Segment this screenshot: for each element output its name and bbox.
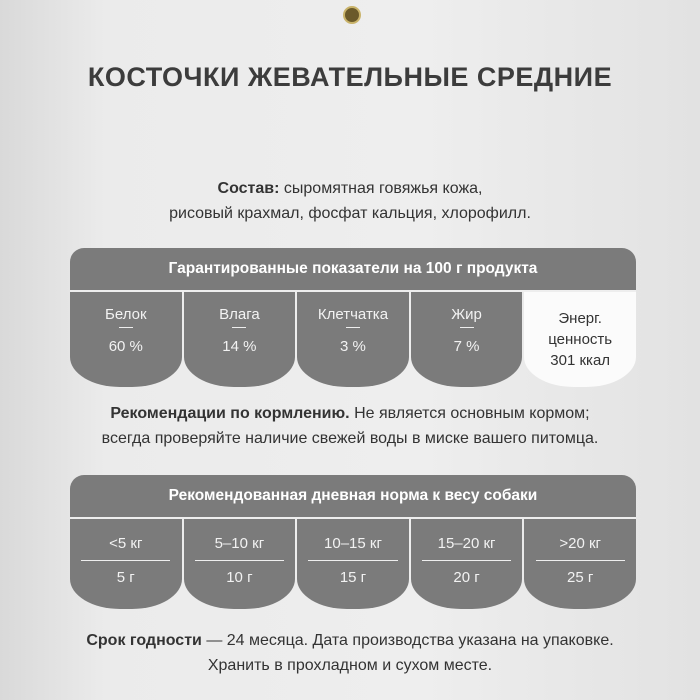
- nutrient-value: 60 %: [108, 338, 143, 355]
- energy-value: 301 ккал: [550, 352, 611, 369]
- dog-weight: <5 кг: [109, 535, 143, 552]
- shelf-label: Срок годности: [86, 632, 202, 649]
- nutrient-value: 14 %: [222, 338, 257, 355]
- nutrition-cell: Клетчатка 3 %: [297, 292, 409, 387]
- composition-text: сыромятная говяжья кожа,: [283, 180, 483, 197]
- feeding-text: Не является основным кормом;: [354, 405, 590, 422]
- nutrition-header: Гарантированные показатели на 100 г прод…: [70, 248, 636, 292]
- shelf-line1: Срок годности — 24 месяца. Дата производ…: [0, 632, 700, 650]
- nutrient-value: 7 %: [453, 338, 480, 355]
- daily-amount: 25 г: [567, 569, 594, 586]
- nutrition-cell: Жир 7 %: [410, 292, 523, 387]
- shelf-text: — 24 месяца. Дата производства указана н…: [201, 632, 614, 649]
- nutrient-name: Влага: [219, 306, 260, 323]
- daily-cell: 15–20 кг 20 г: [410, 519, 523, 609]
- composition-label: Состав:: [217, 180, 280, 197]
- nutrient-name: Белок: [105, 306, 147, 323]
- daily-header: Рекомендованная дневная норма к весу соб…: [70, 475, 636, 519]
- feeding-line2: всегда проверяйте наличие свежей воды в …: [101, 430, 599, 447]
- daily-cell: <5 кг 5 г: [70, 519, 182, 609]
- daily-amount: 5 г: [116, 569, 135, 586]
- product-title: КОСТОЧКИ ЖЕВАТЕЛЬНЫЕ СРЕДНИЕ: [87, 62, 613, 92]
- daily-cell: 5–10 кг 10 г: [183, 519, 296, 609]
- feeding-label: Рекомендации по кормлению.: [110, 405, 350, 422]
- daily-cell: >20 кг 25 г: [524, 519, 636, 609]
- hanger-hole: [343, 6, 361, 24]
- dog-weight: >20 кг: [559, 535, 601, 552]
- daily-amount: 20 г: [453, 569, 480, 586]
- daily-amount: 10 г: [226, 569, 253, 586]
- energy-cell: Энерг. ценность 301 ккал: [524, 292, 636, 387]
- composition-line1: Состав: сыромятная говяжья кожа,: [0, 180, 700, 198]
- feeding-line1: Рекомендации по кормлению. Не является о…: [0, 405, 700, 423]
- shelf-line2: Хранить в прохладном и сухом месте.: [207, 657, 493, 674]
- nutrient-name: Клетчатка: [317, 306, 389, 323]
- daily-cell: 10–15 кг 15 г: [297, 519, 409, 609]
- nutrition-cell: Влага 14 %: [183, 292, 296, 387]
- energy-label: Энерг.: [558, 310, 602, 327]
- nutrient-value: 3 %: [340, 338, 366, 355]
- dog-weight: 10–15 кг: [324, 535, 382, 552]
- daily-norm-table: Рекомендованная дневная норма к весу соб…: [70, 475, 636, 609]
- dog-weight: 5–10 кг: [214, 535, 265, 552]
- nutrition-cell: Белок 60 %: [70, 292, 182, 387]
- energy-label: ценность: [548, 331, 613, 348]
- nutrient-name: Жир: [451, 306, 482, 323]
- nutrition-table: Гарантированные показатели на 100 г прод…: [70, 248, 636, 387]
- dog-weight: 15–20 кг: [437, 535, 496, 552]
- composition-line2: рисовый крахмал, фосфат кальция, хлорофи…: [169, 205, 531, 222]
- daily-amount: 15 г: [339, 569, 367, 586]
